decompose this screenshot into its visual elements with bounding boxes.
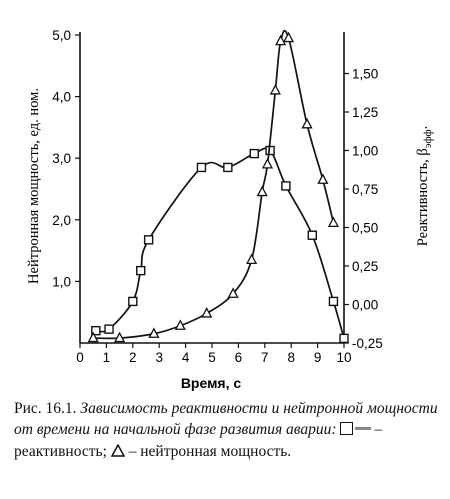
y-left-tick-label: 4,0	[52, 90, 71, 105]
x-tick-label: 1	[103, 350, 111, 365]
series-line-reactivity	[95, 147, 345, 339]
square-marker	[339, 333, 349, 344]
y-right-tick-label: -0,25	[352, 336, 383, 351]
square-marker	[128, 296, 138, 307]
square-marker	[143, 235, 154, 245]
y-right-tick-label: 0,00	[352, 298, 378, 313]
square-marker	[281, 181, 291, 191]
y-right-tick-label: 1,25	[352, 105, 378, 120]
y-left-tick-label: 5,0	[52, 28, 71, 43]
triangle-marker	[327, 216, 340, 228]
caption-prefix: Рис. 16.1.	[14, 400, 81, 417]
x-tick-label: 6	[235, 350, 243, 365]
x-tick-label: 10	[336, 350, 351, 365]
series-line-neutron-power	[93, 29, 335, 340]
y-right-tick-label: 1,00	[352, 144, 378, 159]
legend-neutron-power: – нейтронная мощность.	[124, 442, 292, 460]
x-tick-label: 0	[76, 350, 84, 365]
y-right-tick-label: 0,75	[352, 182, 378, 197]
square-marker	[249, 148, 259, 159]
x-tick-label: 8	[287, 350, 295, 365]
triangle-marker	[114, 331, 126, 343]
square-marker	[196, 162, 207, 173]
triangle-marker	[227, 287, 239, 298]
triangle-marker	[148, 327, 160, 338]
y-left-tick-label: 1,0	[52, 274, 71, 289]
legend-reactivity: – реактивность;	[14, 421, 383, 460]
y-left-tick-label: 3,0	[52, 151, 71, 166]
triangle-marker-icon	[110, 443, 125, 457]
triangle-marker	[256, 185, 268, 197]
x-tick-label: 4	[182, 350, 190, 365]
ticks: 0 1 2 3 4 5 6 7 8 9 10 1,0 2,0 3,0 4,0 5,0 -0,25 0,00 0,25…	[52, 28, 383, 365]
triangle-marker	[282, 31, 295, 43]
triangle-marker	[317, 173, 329, 184]
square-marker	[223, 162, 233, 173]
triangle-marker	[201, 307, 213, 318]
triangle-marker	[261, 157, 274, 169]
y-right-tick-label: 0,25	[352, 259, 378, 274]
square-marker	[328, 296, 339, 307]
square-marker	[307, 230, 318, 240]
x-tick-label: 9	[314, 350, 322, 365]
y-axis-left-label: Нейтронная мощность, ед. ном.	[26, 88, 42, 284]
chart-figure: 0 1 2 3 4 5 6 7 8 9 10 1,0 2,0 3,0 4,0 5,0 -0,25 0,00 0,25…	[26, 28, 434, 391]
figure-caption: Рис. 16.1. Зависимость реактивности и не…	[14, 398, 440, 462]
caption-title: Зависимость реактивности и нейтронной мо…	[14, 400, 438, 439]
triangle-marker	[269, 84, 281, 95]
axes	[79, 32, 345, 344]
triangle-marker	[87, 331, 99, 343]
x-axis-label: Время, с	[181, 375, 242, 391]
square-marker	[136, 265, 146, 276]
square-marker	[104, 324, 114, 334]
square-marker	[91, 325, 101, 336]
y-axis-right-label: Реактивность, βэфф.	[415, 126, 434, 247]
y-left-tick-label: 2,0	[52, 213, 71, 228]
y-right-tick-label: 1,50	[352, 67, 378, 82]
x-tick-label: 5	[208, 350, 216, 365]
square-marker-icon	[339, 422, 353, 436]
y-right-tick-label: 0,50	[352, 221, 378, 236]
x-tick-label: 7	[261, 350, 269, 365]
legend-line-icon	[354, 427, 371, 431]
triangle-marker	[246, 253, 258, 264]
series	[87, 29, 349, 344]
triangle-marker	[174, 319, 186, 330]
triangle-marker	[275, 34, 287, 46]
x-tick-label: 3	[155, 350, 163, 365]
triangle-marker	[301, 117, 313, 129]
x-tick-label: 2	[129, 350, 137, 365]
